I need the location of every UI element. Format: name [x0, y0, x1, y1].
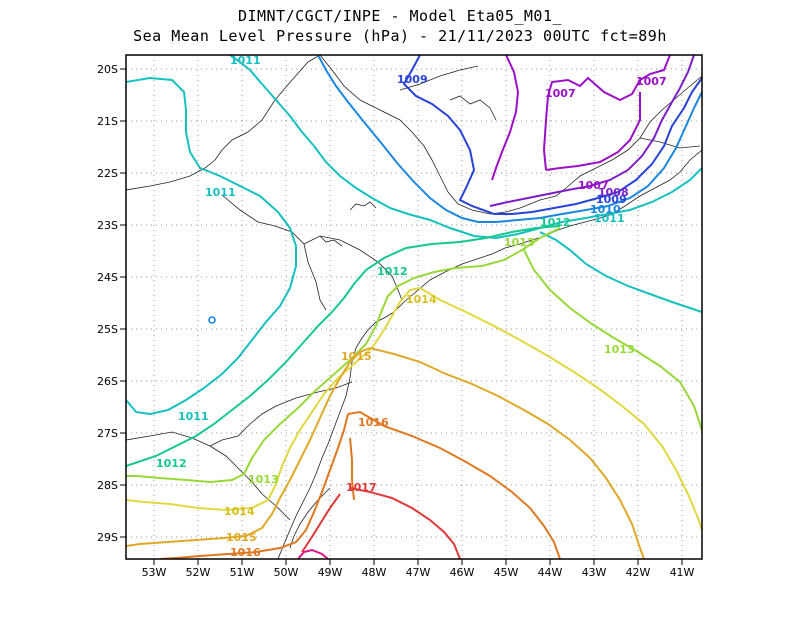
lat-label-26s: 26S	[97, 375, 118, 388]
lon-label-52w: 52W	[186, 566, 211, 579]
contour-label-1008: 1008	[598, 186, 629, 199]
isobar-1011-closed	[208, 316, 216, 324]
lat-label-23s: 23S	[97, 219, 118, 232]
contour-label-1012: 1012	[156, 457, 187, 470]
contour-label-1013: 1013	[248, 473, 279, 486]
contour-label-1012: 1012	[377, 265, 408, 278]
lon-label-43w: 43W	[582, 566, 607, 579]
contour-label-1011: 1011	[205, 186, 236, 199]
isobar-1011	[126, 55, 702, 416]
isobar-1012	[126, 225, 561, 467]
latitude-labels: 20S 21S 22S 23S 24S 25S 26S 27S 28S 29S	[97, 63, 118, 544]
contour-label-1009: 1009	[397, 73, 428, 86]
lon-label-42w: 42W	[626, 566, 651, 579]
isobar-1014	[126, 287, 702, 531]
lat-label-21s: 21S	[97, 115, 118, 128]
isobar-1010	[317, 55, 702, 223]
isobars	[126, 55, 702, 559]
lat-label-29s: 29S	[97, 531, 118, 544]
isobar-1016	[159, 410, 561, 559]
lon-label-53w: 53W	[142, 566, 167, 579]
axis-ticks	[120, 68, 683, 565]
lat-label-28s: 28S	[97, 479, 118, 492]
lon-label-46w: 46W	[450, 566, 475, 579]
contour-label-1012: 1012	[540, 216, 571, 229]
contour-label-1011: 1011	[178, 410, 209, 423]
isobar-1017	[301, 487, 461, 559]
longitude-labels: 53W 52W 51W 50W 49W 48W 47W 46W 45W 44W …	[142, 566, 695, 579]
lon-label-44w: 44W	[538, 566, 563, 579]
grid	[126, 55, 702, 559]
contour-label-1010: 1010	[590, 203, 621, 216]
contour-label-1011: 1011	[230, 54, 261, 67]
contour-label-1016: 1016	[358, 416, 389, 429]
isobar-1009	[402, 55, 702, 215]
lat-label-27s: 27S	[97, 427, 118, 440]
contour-labels: 1007 1007 1007 1008 1009 1009 1010 1011 …	[156, 54, 667, 559]
contour-label-1016: 1016	[230, 546, 261, 559]
contour-label-1007: 1007	[636, 75, 667, 88]
isobar-1018	[297, 548, 329, 559]
map-subtitle: Sea Mean Level Pressure (hPa) - 21/11/20…	[133, 27, 667, 45]
lon-label-51w: 51W	[230, 566, 255, 579]
isobar-1015	[126, 347, 645, 559]
lat-label-24s: 24S	[97, 271, 118, 284]
lon-label-48w: 48W	[362, 566, 387, 579]
contour-label-1015: 1015	[341, 350, 372, 363]
coastline-borders	[126, 55, 702, 559]
contour-label-1015: 1015	[226, 531, 257, 544]
isobar-1008	[489, 55, 695, 207]
lon-label-47w: 47W	[406, 566, 431, 579]
isobar-1007	[491, 55, 671, 181]
plot-frame	[125, 54, 703, 560]
contour-label-1009: 1009	[596, 193, 627, 206]
lon-label-50w: 50W	[274, 566, 299, 579]
contour-label-1011: 1011	[594, 212, 625, 225]
contour-label-1013: 1013	[504, 236, 535, 249]
lat-label-22s: 22S	[97, 167, 118, 180]
lat-label-20s: 20S	[97, 63, 118, 76]
contour-label-1013: 1013	[604, 343, 635, 356]
contour-label-1007: 1007	[545, 87, 576, 100]
lat-label-25s: 25S	[97, 323, 118, 336]
lon-label-49w: 49W	[318, 566, 343, 579]
lon-label-41w: 41W	[670, 566, 695, 579]
isobar-1013	[126, 227, 702, 484]
contour-label-1014: 1014	[224, 505, 255, 518]
contour-label-1017: 1017	[346, 481, 377, 494]
contour-label-1007: 1007	[578, 179, 609, 192]
contour-label-1014: 1014	[406, 293, 437, 306]
map-title: DIMNT/CGCT/INPE - Model Eta05_M01_	[237, 7, 563, 25]
lon-label-45w: 45W	[494, 566, 519, 579]
